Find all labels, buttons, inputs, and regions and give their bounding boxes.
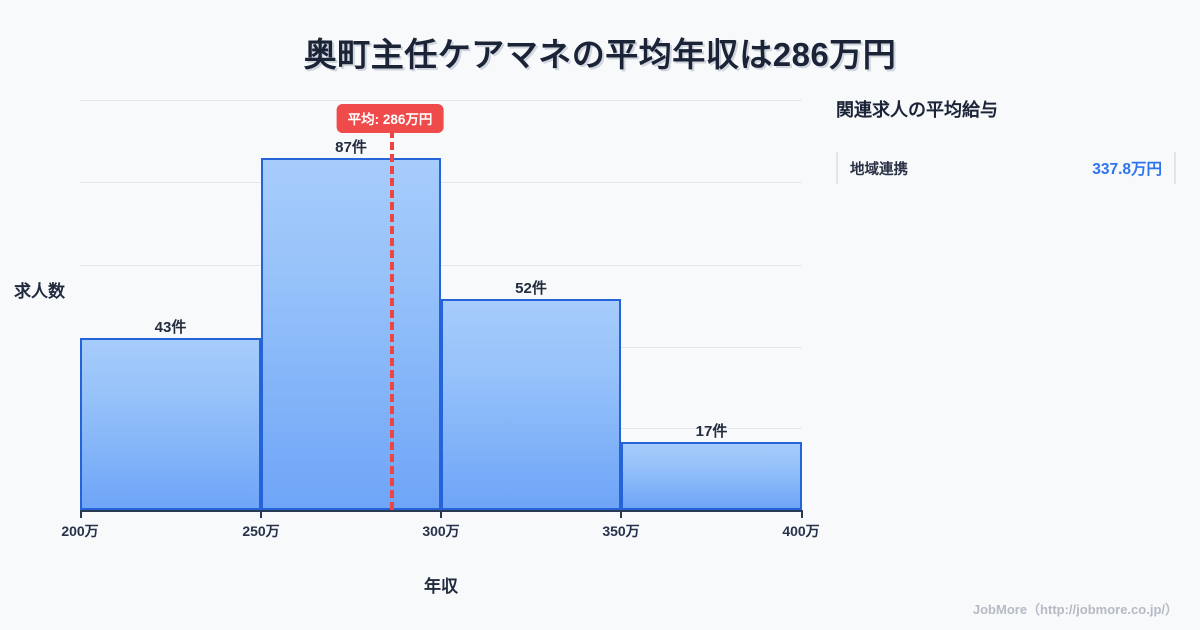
- salary-row-value: 337.8万円: [1092, 161, 1162, 178]
- gridline: [80, 182, 802, 183]
- gridline: [80, 100, 802, 101]
- x-tick-label: 200万: [61, 523, 99, 539]
- side-panel-title: 関連求人の平均給与: [836, 100, 998, 120]
- average-line: [390, 130, 394, 510]
- x-tick-label: 350万: [602, 523, 640, 539]
- footer-credit: JobMore（http://jobmore.co.jp/）: [972, 602, 1178, 617]
- bar-bin-3[interactable]: [621, 442, 802, 510]
- x-axis-tick: [440, 510, 442, 518]
- x-tick-label: 250万: [242, 523, 280, 539]
- page-title: 奥町主任ケアマネの平均年収は286万円: [303, 36, 897, 73]
- bar-bin-2[interactable]: [441, 299, 621, 510]
- x-tick-label: 400万: [782, 523, 820, 539]
- bar-value-label: 87件: [335, 139, 367, 156]
- bar-bin-0[interactable]: [80, 338, 261, 510]
- related-salary-panel: 関連求人の平均給与 地域連携 337.8万円: [836, 96, 1176, 186]
- bar-value-label: 52件: [515, 280, 547, 297]
- bar-bin-1[interactable]: [261, 158, 441, 510]
- salary-row[interactable]: 地域連携 337.8万円: [836, 150, 1176, 186]
- y-axis-title: 求人数: [14, 282, 65, 301]
- x-axis-tick: [801, 510, 803, 518]
- x-axis-tick: [620, 510, 622, 518]
- average-badge: 平均: 286万円: [336, 104, 444, 133]
- bar-value-label: 17件: [695, 423, 728, 440]
- salary-row-name: 地域連携: [850, 161, 908, 178]
- histogram-chart: 43件 87件 52件 17件 平均: 286万円 200万 250万 300万…: [14, 100, 820, 596]
- x-axis-title: 年収: [424, 577, 458, 596]
- x-tick-label: 300万: [422, 523, 460, 539]
- bar-value-label: 43件: [154, 319, 187, 336]
- gridline: [80, 265, 802, 266]
- x-axis-tick: [80, 510, 82, 518]
- x-axis-tick: [260, 510, 262, 518]
